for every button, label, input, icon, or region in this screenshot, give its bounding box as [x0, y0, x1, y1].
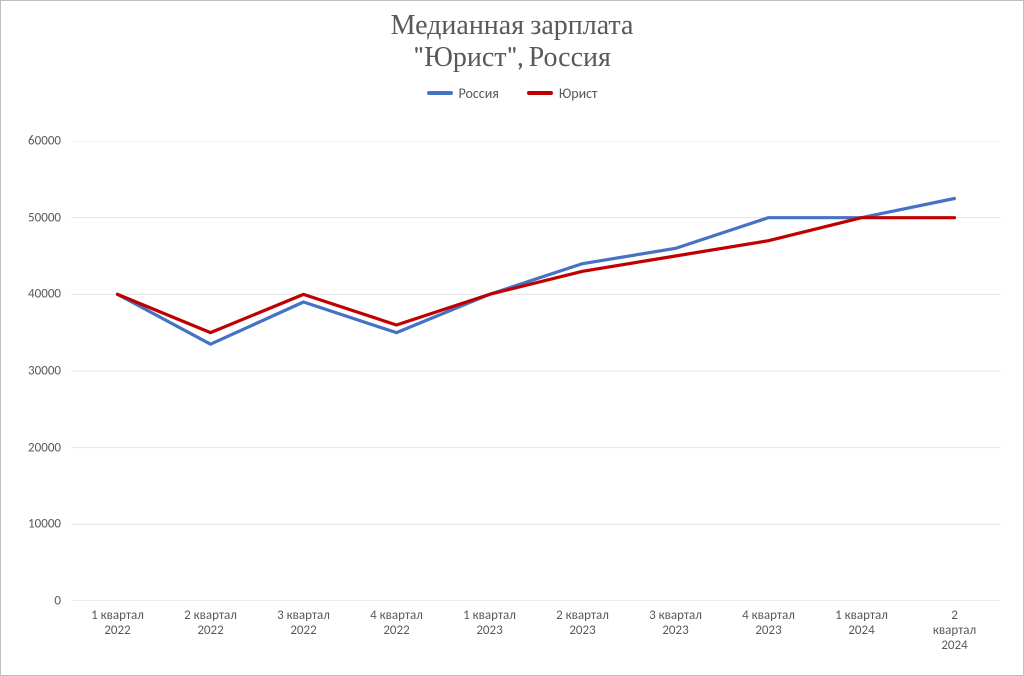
line-chart: Медианная зарплата "Юрист", Россия Росси… [0, 0, 1024, 676]
legend-item: Россия [427, 85, 499, 102]
legend-item: Юрист [527, 85, 598, 102]
legend: Россия Юрист [1, 73, 1023, 106]
x-tick-label: 4 квартал 2022 [370, 609, 423, 639]
legend-swatch [427, 91, 453, 95]
y-tick-label: 60000 [28, 134, 61, 149]
x-tick-label: 2 квартал 2022 [184, 609, 237, 639]
x-tick-label: 2 квартал 2024 [931, 609, 978, 654]
plot-svg [71, 141, 1001, 601]
legend-swatch [527, 91, 553, 95]
y-tick-label: 50000 [28, 210, 61, 225]
x-tick-label: 4 квартал 2023 [742, 609, 795, 639]
legend-label: Юрист [559, 85, 598, 102]
y-tick-label: 0 [54, 594, 61, 609]
x-tick-label: 1 квартал 2023 [463, 609, 516, 639]
y-tick-label: 10000 [28, 517, 61, 532]
x-tick-label: 1 квартал 2024 [835, 609, 888, 639]
plot-area: 0100002000030000400005000060000 1 кварта… [71, 141, 1001, 601]
x-tick-label: 1 квартал 2022 [91, 609, 144, 639]
y-tick-label: 40000 [28, 287, 61, 302]
chart-title: Медианная зарплата "Юрист", Россия [1, 1, 1023, 73]
legend-label: Россия [459, 85, 499, 102]
chart-title-line2: "Юрист", Россия [1, 41, 1023, 73]
x-tick-label: 2 квартал 2023 [556, 609, 609, 639]
y-tick-label: 20000 [28, 440, 61, 455]
x-tick-label: 3 квартал 2022 [277, 609, 330, 639]
chart-title-line1: Медианная зарплата [1, 9, 1023, 41]
y-tick-label: 30000 [28, 364, 61, 379]
x-tick-label: 3 квартал 2023 [649, 609, 702, 639]
